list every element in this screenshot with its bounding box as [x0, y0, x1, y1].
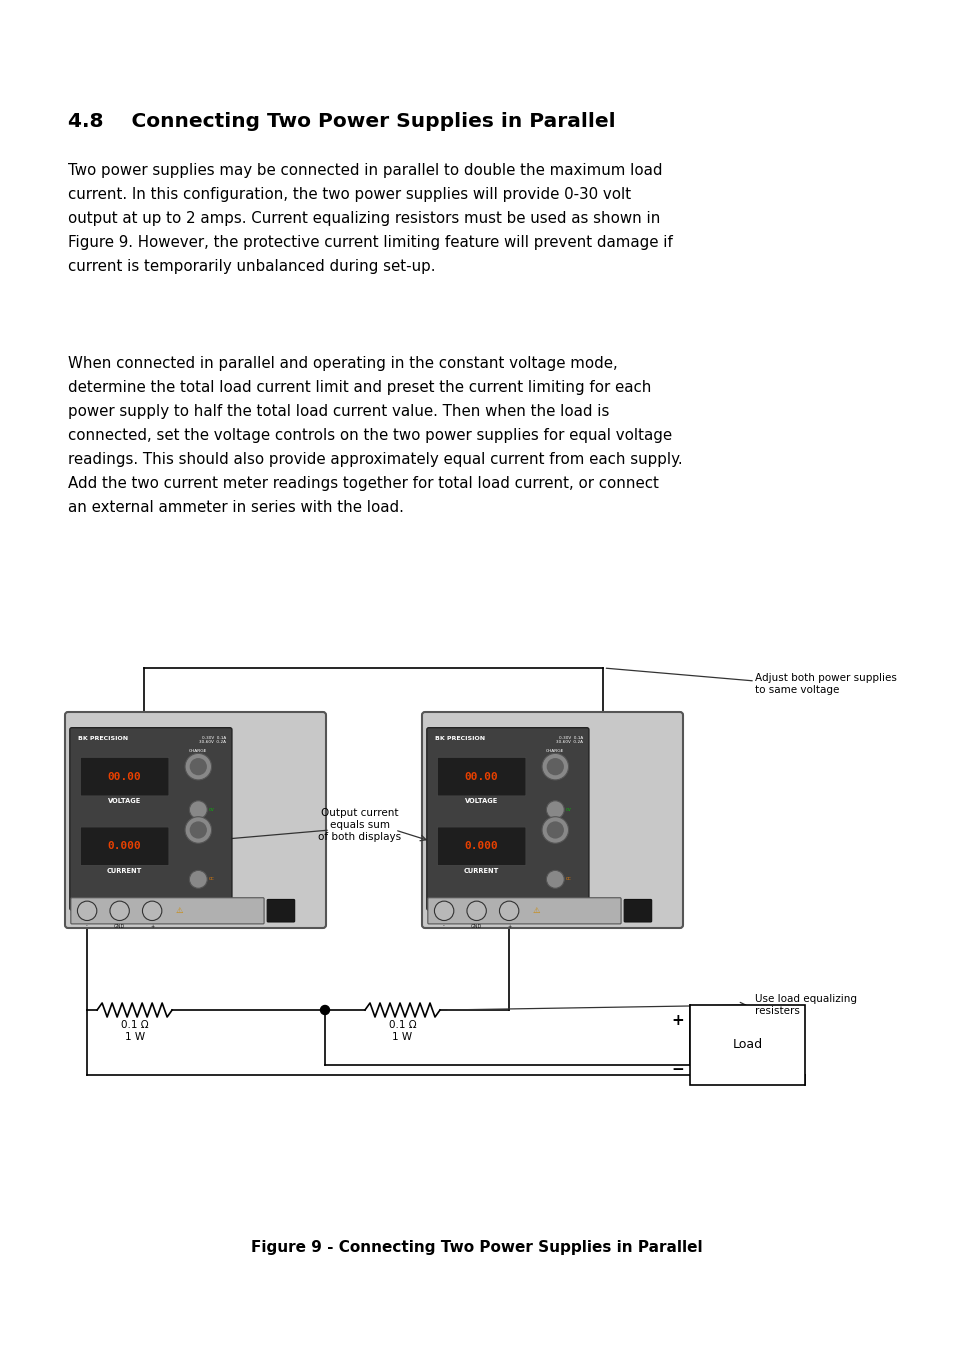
Circle shape: [320, 1006, 329, 1014]
Text: CC: CC: [566, 877, 572, 881]
FancyBboxPatch shape: [436, 757, 525, 796]
Text: 0-30V  0-1A
30-60V  0-2A: 0-30V 0-1A 30-60V 0-2A: [556, 735, 582, 745]
FancyBboxPatch shape: [436, 827, 525, 865]
Circle shape: [546, 822, 563, 838]
Text: CHARGE: CHARGE: [189, 749, 207, 753]
Circle shape: [546, 758, 563, 776]
Text: Adjust both power supplies
to same voltage: Adjust both power supplies to same volta…: [754, 673, 896, 695]
Text: 00.00: 00.00: [108, 772, 141, 781]
Text: CURRENT: CURRENT: [107, 868, 142, 873]
Text: CC: CC: [209, 877, 214, 881]
Text: CV: CV: [209, 808, 214, 811]
Text: 00.00: 00.00: [464, 772, 498, 781]
FancyBboxPatch shape: [623, 899, 651, 922]
Text: GND: GND: [114, 923, 125, 929]
Text: GND: GND: [471, 923, 482, 929]
Circle shape: [190, 758, 207, 776]
FancyBboxPatch shape: [71, 898, 264, 923]
Circle shape: [541, 816, 568, 844]
Text: +: +: [507, 923, 511, 929]
Circle shape: [434, 902, 454, 921]
Text: 4.8    Connecting Two Power Supplies in Parallel: 4.8 Connecting Two Power Supplies in Par…: [68, 112, 615, 131]
Circle shape: [541, 753, 568, 780]
FancyBboxPatch shape: [426, 727, 588, 910]
Circle shape: [110, 902, 130, 921]
Circle shape: [190, 822, 207, 838]
Text: Two power supplies may be connected in parallel to double the maximum load
curre: Two power supplies may be connected in p…: [68, 162, 672, 274]
Circle shape: [499, 902, 518, 921]
Text: -: -: [86, 923, 88, 929]
Text: +: +: [671, 1013, 683, 1028]
Text: -: -: [443, 923, 444, 929]
Circle shape: [546, 871, 563, 888]
FancyBboxPatch shape: [267, 899, 294, 922]
FancyBboxPatch shape: [80, 827, 169, 865]
Circle shape: [185, 753, 212, 780]
Circle shape: [142, 902, 162, 921]
Circle shape: [466, 902, 486, 921]
FancyBboxPatch shape: [427, 898, 620, 923]
Text: VOLTAGE: VOLTAGE: [464, 798, 497, 804]
Text: CV: CV: [566, 808, 572, 811]
Circle shape: [190, 871, 207, 888]
Circle shape: [77, 902, 96, 921]
Text: CURRENT: CURRENT: [463, 868, 498, 873]
Text: BK PRECISION: BK PRECISION: [78, 735, 128, 741]
Text: 0.1 Ω
1 W: 0.1 Ω 1 W: [388, 1020, 416, 1041]
Bar: [689, 1005, 804, 1085]
Text: −: −: [671, 1062, 683, 1076]
Circle shape: [546, 800, 563, 819]
Text: Load: Load: [732, 1039, 761, 1052]
Text: Figure 9 - Connecting Two Power Supplies in Parallel: Figure 9 - Connecting Two Power Supplies…: [251, 1240, 702, 1255]
Text: 0-30V  0-1A
30-60V  0-2A: 0-30V 0-1A 30-60V 0-2A: [199, 735, 226, 745]
Text: CHARGE: CHARGE: [545, 749, 564, 753]
FancyBboxPatch shape: [65, 712, 326, 927]
Text: BK PRECISION: BK PRECISION: [435, 735, 484, 741]
Text: 0.000: 0.000: [464, 841, 498, 852]
Text: ⚠: ⚠: [532, 906, 539, 915]
Text: VOLTAGE: VOLTAGE: [108, 798, 141, 804]
FancyBboxPatch shape: [70, 727, 232, 910]
Text: +: +: [150, 923, 154, 929]
FancyBboxPatch shape: [421, 712, 682, 927]
Text: 0.1 Ω
1 W: 0.1 Ω 1 W: [121, 1020, 149, 1041]
Circle shape: [185, 816, 212, 844]
Circle shape: [190, 800, 207, 819]
Text: When connected in parallel and operating in the constant voltage mode,
determine: When connected in parallel and operating…: [68, 356, 682, 515]
FancyBboxPatch shape: [80, 757, 169, 796]
Text: Output current
equals sum
of both displays: Output current equals sum of both displa…: [318, 808, 401, 842]
Text: 0.000: 0.000: [108, 841, 141, 852]
Text: Use load equalizing
resisters: Use load equalizing resisters: [754, 994, 856, 1016]
Text: ⚠: ⚠: [175, 906, 182, 915]
